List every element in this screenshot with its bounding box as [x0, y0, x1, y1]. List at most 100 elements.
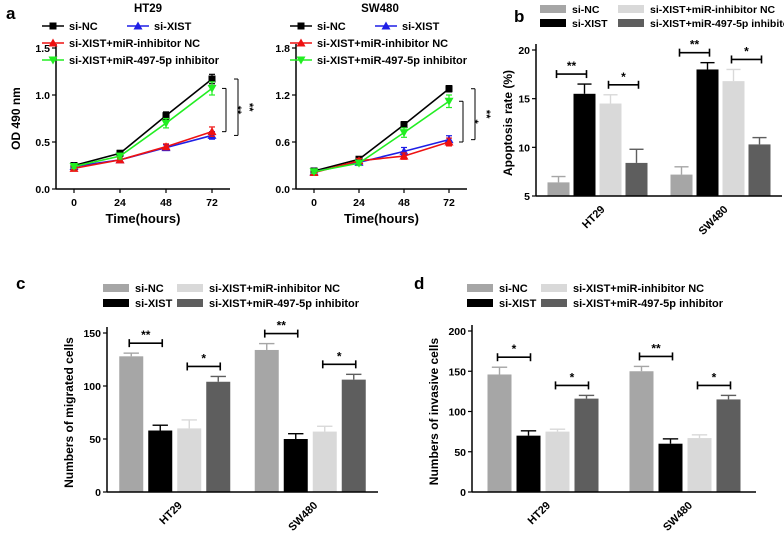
bar-chart-c: HT29 SW480 0 50 100 150 Numbers of migrated ce… — [62, 283, 378, 534]
y-axis-label: Numbers of invasive cells — [427, 337, 441, 485]
bar — [148, 430, 173, 492]
x-tick-label: 48 — [160, 197, 172, 209]
series-line-3 — [73, 87, 213, 168]
significance-label: * — [621, 70, 626, 84]
legend: si-NC si-XIST si-XIST+miR-inhibitor NC si-X… — [103, 283, 360, 310]
significance-label: * — [744, 44, 749, 58]
x-tick-label: 0 — [71, 197, 77, 209]
legend-label: si-NC — [572, 4, 600, 16]
bar — [206, 381, 231, 492]
bar — [119, 356, 144, 492]
panel-label-d: d — [414, 274, 424, 293]
y-tick-label: 20 — [518, 45, 530, 57]
significance-label: * — [512, 342, 517, 356]
y-tick-label: 100 — [83, 381, 101, 393]
x-tick-label: 0 — [311, 197, 317, 209]
y-tick-label: 10 — [518, 142, 530, 154]
y-tick-label: 150 — [448, 366, 466, 378]
bar — [545, 431, 570, 492]
bar — [599, 103, 622, 196]
legend-swatch — [618, 19, 644, 27]
legend-label: si-XIST+miR-497-5p inhibitor — [650, 18, 784, 30]
chart-title: SW480 — [361, 3, 399, 15]
legend-label: si-XIST+miR-inhibitor NC — [317, 38, 448, 50]
legend-label: si-XIST — [135, 298, 173, 310]
bar — [722, 81, 745, 196]
bar — [547, 182, 570, 196]
significance-label: * — [712, 370, 717, 384]
bar — [283, 439, 308, 492]
bar — [658, 443, 683, 492]
y-axis-label: Apoptosis rate (%) — [501, 70, 515, 176]
y-tick-label: 1.5 — [35, 43, 50, 55]
data-point — [444, 137, 454, 146]
legend: si-NC si-XIST si-XIST+miR-inhibitor NC si-X… — [290, 21, 468, 67]
data-point — [207, 84, 217, 93]
y-tick-label: 0 — [95, 487, 101, 499]
significance-label: ** — [480, 110, 492, 119]
significance-label: ** — [277, 319, 287, 333]
legend-marker — [296, 56, 306, 65]
y-tick-label: 1.2 — [275, 90, 290, 102]
chart-title: HT29 — [134, 3, 162, 15]
data-point — [354, 159, 364, 168]
significance-label: ** — [651, 341, 661, 355]
bar-chart-d: HT29 SW480 0 50 100 150 200 Numbers of invasive… — [427, 283, 756, 534]
legend-swatch — [467, 284, 493, 292]
x-tick-label: 48 — [398, 197, 410, 209]
legend-marker — [296, 38, 306, 47]
legend: si-NC si-XIST si-XIST+miR-inhibitor NC si-X… — [467, 283, 724, 310]
x-axis-label: Time(hours) — [344, 211, 419, 226]
legend-swatch — [103, 284, 129, 292]
panel-label-c: c — [16, 274, 25, 293]
legend-label: si-XIST+miR-497-5p inhibitor — [209, 298, 360, 310]
x-axis-label: Time(hours) — [106, 211, 181, 226]
legend-label: si-XIST+miR-inhibitor NC — [573, 283, 704, 295]
bar — [687, 438, 712, 492]
y-tick-label: 0 — [460, 487, 466, 499]
bar — [574, 398, 599, 492]
bar — [573, 93, 596, 196]
data-point — [399, 151, 409, 160]
legend-swatch — [103, 299, 129, 307]
legend-swatch — [540, 19, 566, 27]
data-point — [161, 142, 171, 151]
y-tick-label: 1.8 — [275, 43, 290, 55]
legend-marker — [48, 38, 58, 47]
y-tick-label: 1.0 — [35, 90, 50, 102]
line-chart-a2: 0.0 0.6 1.2 1.8 0 24 48 72 SW480 Time(hours) *** si… — [275, 3, 492, 226]
y-tick-label: 5 — [524, 191, 530, 203]
y-tick-label: 100 — [448, 407, 466, 419]
y-axis-label: OD 490 nm — [9, 87, 23, 150]
legend-label: si-NC — [69, 21, 98, 33]
line-chart-a1: 0.0 0.5 1.0 1.5 0 24 48 72 HT29 Time(hours) OD 490… — [9, 3, 255, 226]
x-tick-label: SW480 — [697, 204, 731, 238]
y-tick-label: 0.5 — [35, 137, 50, 149]
y-tick-label: 150 — [83, 328, 101, 340]
legend: si-NC si-XIST si-XIST+miR-inhibitor NC si-X… — [540, 4, 784, 30]
significance-label: * — [201, 351, 206, 365]
legend-marker — [48, 56, 58, 65]
y-tick-label: 15 — [518, 94, 530, 106]
x-tick-label: HT29 — [157, 500, 185, 528]
bar — [748, 144, 771, 196]
bar — [625, 162, 648, 196]
y-tick-label: 0.0 — [275, 184, 290, 196]
legend-label: si-XIST+miR-497-5p inhibitor — [573, 298, 724, 310]
charts-layer: 0.0 0.5 1.0 1.5 0 24 48 72 HT29 Time(hours) OD 490… — [9, 3, 784, 534]
legend-label: si-XIST+miR-inhibitor NC — [650, 4, 776, 16]
data-point — [207, 127, 217, 136]
legend-label: si-NC — [317, 21, 346, 33]
bar — [516, 435, 541, 492]
legend-label: si-XIST+miR-497-5p inhibitor — [69, 55, 220, 67]
legend-swatch — [177, 299, 203, 307]
legend-swatch — [467, 299, 493, 307]
legend-marker — [133, 21, 143, 30]
bar — [696, 69, 719, 196]
significance-label: ** — [690, 38, 700, 52]
data-point — [161, 119, 171, 128]
significance-label: ** — [141, 328, 151, 342]
significance-label: ** — [243, 103, 255, 112]
